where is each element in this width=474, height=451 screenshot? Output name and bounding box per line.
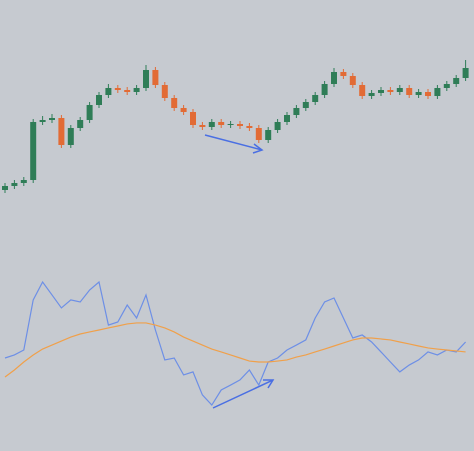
candle-body — [415, 92, 422, 95]
candle-body — [58, 118, 65, 145]
candle-body — [312, 95, 319, 102]
indicator-arrow — [212, 379, 275, 409]
candle-body — [302, 102, 309, 108]
candle-body — [161, 85, 168, 98]
candle-body — [86, 105, 93, 120]
candle-body — [133, 88, 140, 92]
candle-body — [124, 90, 131, 92]
candle-body — [359, 85, 366, 96]
indicator-line — [4, 322, 466, 378]
candle-body — [152, 70, 159, 85]
candle-body — [30, 122, 37, 180]
candle-body — [2, 186, 8, 190]
candle-body — [378, 90, 384, 93]
indicator-line — [4, 280, 467, 407]
candle-body — [77, 120, 84, 128]
candle-body — [425, 92, 431, 96]
candle-body — [340, 72, 347, 76]
candle-body — [218, 122, 225, 125]
candle-body — [199, 125, 206, 127]
price-arrow — [204, 134, 264, 154]
candle-body — [171, 98, 178, 108]
candle-body — [208, 122, 215, 127]
candle-body — [67, 128, 74, 145]
candle-body — [265, 130, 272, 140]
candle-body — [443, 84, 450, 88]
candle-body — [105, 88, 112, 95]
candle-body — [321, 84, 328, 95]
candle-body — [349, 76, 356, 85]
candle-body — [114, 88, 121, 90]
candle-body — [434, 88, 441, 96]
candle-body — [190, 112, 196, 125]
candle-body — [96, 95, 102, 105]
candle-body — [227, 124, 234, 125]
candle-body — [20, 180, 27, 183]
candle-body — [396, 88, 403, 92]
candle-body — [237, 124, 243, 126]
candle-body — [274, 122, 281, 130]
candle-body — [462, 68, 469, 78]
candle-body — [387, 90, 394, 92]
candle-body — [453, 78, 460, 84]
candle-body — [11, 183, 18, 186]
candle-body — [39, 120, 46, 122]
candle-body — [406, 88, 413, 95]
candle-body — [49, 118, 55, 120]
candle-body — [143, 70, 149, 88]
candle-body — [255, 128, 262, 140]
candle-body — [284, 115, 290, 122]
candle-body — [180, 108, 187, 112]
candle-body — [293, 108, 300, 115]
candle-body — [331, 72, 337, 84]
candle-body — [368, 93, 375, 96]
candle-body — [246, 126, 253, 128]
